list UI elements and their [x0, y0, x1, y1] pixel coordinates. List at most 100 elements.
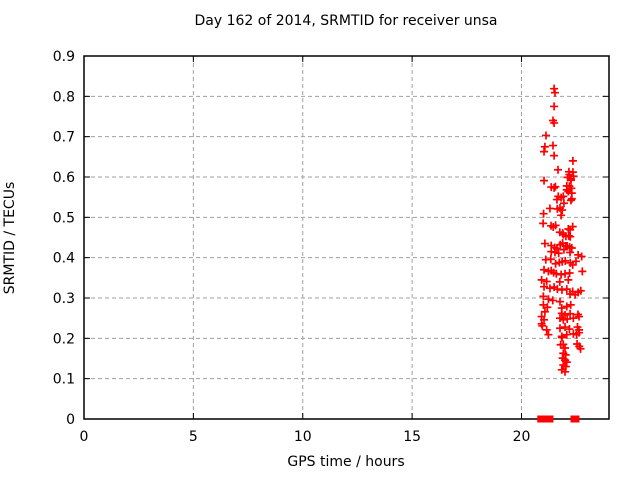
data-point [538, 321, 547, 330]
data-point [545, 204, 554, 213]
data-point [557, 193, 566, 202]
y-tick-label: 0.4 [53, 251, 75, 267]
data-point [559, 340, 568, 349]
data-point [566, 176, 575, 185]
y-tick-label: 0.7 [53, 130, 75, 146]
data-point [578, 267, 587, 276]
data-point [554, 249, 563, 258]
data-point [540, 315, 549, 324]
tick-labels: 0 5 10 15 20 0 0.1 0.2 0.3 0.4 0.5 0.6 0.7 0.8 0.9 [53, 49, 531, 445]
data-point [564, 275, 573, 284]
data-point-zero [572, 415, 580, 423]
data-point [559, 245, 568, 254]
data-point [558, 206, 567, 215]
data-point [566, 196, 575, 205]
data-point [539, 219, 548, 228]
data-point [561, 344, 570, 353]
data-point [577, 252, 586, 261]
data-points [537, 84, 587, 423]
data-point [561, 256, 570, 265]
data-point [542, 131, 550, 140]
data-point [548, 296, 557, 305]
data-point [567, 243, 576, 252]
data-point [542, 277, 551, 286]
data-point [561, 323, 570, 332]
data-point [551, 182, 560, 191]
data-point [550, 84, 559, 93]
data-point [576, 344, 585, 353]
chart-title: Day 162 of 2014, SRMTID for receiver uns… [194, 13, 497, 29]
data-point [571, 290, 580, 299]
grid-lines [84, 56, 609, 419]
data-point [562, 302, 571, 311]
x-tick-label: 5 [189, 429, 198, 445]
x-tick-label: 20 [513, 429, 531, 445]
data-point [540, 307, 549, 316]
data-point [562, 185, 571, 194]
data-point [566, 300, 575, 309]
y-tick-label: 0.8 [53, 89, 75, 105]
data-point [551, 221, 560, 230]
data-point [544, 330, 553, 339]
data-point [566, 248, 575, 257]
data-point [550, 102, 559, 111]
x-axis-label: GPS time / hours [287, 454, 404, 470]
data-point [575, 312, 584, 321]
data-point [565, 325, 574, 334]
y-tick-label: 0.1 [53, 372, 75, 388]
data-point [572, 330, 581, 339]
data-point [544, 295, 553, 304]
data-point [566, 309, 575, 318]
data-point [566, 225, 575, 234]
y-tick-label: 0.3 [53, 291, 75, 307]
data-point [561, 310, 570, 319]
data-point-zero [539, 415, 546, 423]
data-point [576, 286, 585, 295]
x-tick-label: 0 [80, 429, 89, 445]
data-point [556, 297, 564, 306]
data-point [550, 88, 559, 97]
data-point [569, 314, 578, 323]
data-point [566, 232, 575, 241]
data-point [537, 275, 546, 284]
data-point [550, 118, 559, 127]
data-point [540, 265, 549, 274]
y-tick-label: 0 [66, 412, 75, 428]
y-tick-label: 0.9 [53, 49, 75, 65]
data-point [545, 284, 554, 293]
data-point [546, 255, 555, 264]
data-point [554, 165, 563, 174]
data-point [550, 183, 559, 192]
data-point [557, 211, 566, 220]
data-point [552, 195, 561, 204]
data-point [540, 176, 549, 185]
y-tick-label: 0.6 [53, 170, 75, 186]
data-point [567, 194, 576, 203]
data-point [540, 142, 549, 151]
plot-border [83, 55, 610, 420]
data-point [561, 367, 570, 376]
data-point [561, 241, 570, 250]
data-point [539, 292, 548, 301]
data-point [559, 199, 568, 208]
data-point [561, 362, 570, 371]
data-point [568, 260, 577, 269]
data-point [542, 325, 551, 334]
data-point [556, 324, 564, 333]
data-point [540, 147, 549, 156]
data-point [565, 268, 574, 277]
data-point [539, 209, 548, 218]
axis-ticks [83, 55, 609, 420]
data-point [549, 141, 557, 150]
data-point [562, 285, 571, 294]
y-tick-label: 0.2 [53, 331, 75, 347]
y-axis-label: SRMTID / TECUs [2, 182, 18, 295]
data-point [543, 303, 552, 312]
data-point-zero [546, 415, 554, 423]
x-tick-label: 15 [403, 429, 421, 445]
y-tick-label: 0.5 [53, 210, 75, 226]
x-tick-label: 10 [294, 429, 312, 445]
data-point [550, 151, 559, 160]
